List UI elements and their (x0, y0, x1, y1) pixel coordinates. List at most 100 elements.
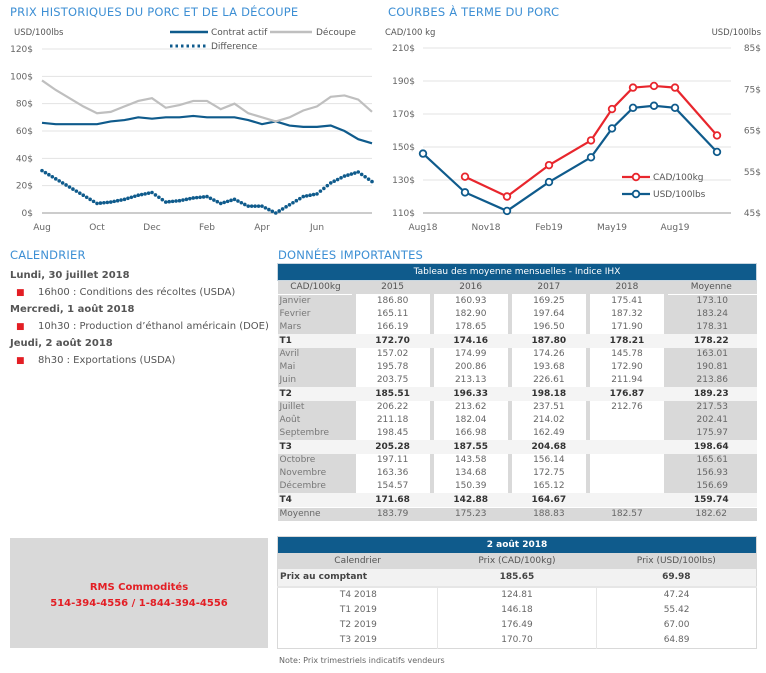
event-text: 10h30 : Production d’éthanol américain (… (38, 321, 269, 332)
y-tick-label: 100$ (10, 72, 33, 82)
table-cell: 134.68 (429, 467, 512, 480)
table-cell: 178.22 (666, 334, 757, 348)
difference-point (287, 203, 292, 207)
table-cell: 237.51 (507, 401, 590, 414)
legend-marker (631, 172, 641, 182)
row-label: T2 (277, 387, 354, 401)
table-cell: T4 2018 (339, 590, 377, 600)
calendar-title: CALENDRIER (10, 248, 86, 262)
table-title: Tableau des moyenne mensuelles - Indice … (277, 263, 757, 281)
table-cell: 195.78 (351, 361, 434, 374)
table-cell (585, 454, 669, 467)
y-axis-label: CAD/100 kg (385, 28, 435, 38)
difference-point (280, 207, 285, 211)
table-cell: 182.04 (429, 414, 512, 427)
difference-point (349, 172, 354, 176)
contrat-actif-line (41, 114, 373, 145)
difference-point (198, 195, 202, 200)
forward-row: T2 2019 176.49 67.00 (278, 618, 757, 633)
table-cell: 187.32 (585, 308, 669, 321)
difference-point (184, 197, 189, 202)
y-tick-label: 170$ (392, 110, 415, 120)
difference-point (366, 177, 371, 181)
month-row: Janvier 186.80 160.93 169.25 175.41 173.10 (277, 294, 757, 308)
table-cell: 198.64 (666, 440, 757, 454)
table-cell: 182.62 (666, 507, 757, 521)
month-row: Fevrier 165.11 182.90 197.64 187.32 183.24 (277, 308, 757, 321)
table-cell: 146.18 (436, 603, 597, 618)
difference-point (239, 200, 244, 205)
difference-point (146, 191, 151, 195)
table-cell (585, 480, 669, 493)
row-label: Septembre (277, 427, 354, 440)
row-label: Août (277, 414, 354, 427)
difference-point (267, 207, 271, 212)
difference-point (298, 196, 302, 201)
x-tick-label: May19 (597, 223, 627, 233)
calendar-date: Lundi, 30 juillet 2018 (10, 270, 130, 281)
monthly-averages-table: Tableau des moyenne mensuelles - Indice … (277, 263, 757, 521)
difference-point (246, 204, 251, 208)
important-data-title: DONNÉES IMPORTANTES (278, 248, 424, 262)
row-label: Avril (277, 348, 354, 361)
table-cell: 197.11 (351, 454, 434, 467)
difference-point (163, 200, 168, 204)
table-cell: 226.61 (507, 374, 590, 387)
y-tick-label: 130$ (392, 176, 415, 186)
table-cell: 204.68 (509, 440, 588, 454)
table-cell: 163.36 (351, 467, 434, 480)
difference-point (157, 195, 161, 200)
difference-point (201, 195, 206, 199)
usd-point (649, 101, 659, 110)
usd-point (628, 103, 638, 113)
cad-point (502, 192, 512, 201)
table-cell: 142.88 (431, 493, 510, 508)
table-cell: 160.93 (429, 294, 512, 308)
bullet-icon: ■ (16, 322, 25, 332)
difference-point (304, 194, 309, 198)
table-cell: 171.90 (585, 321, 669, 334)
difference-point (328, 181, 333, 185)
table-cell: 156.14 (507, 454, 590, 467)
table-cell: 172.75 (507, 467, 590, 480)
difference-point (136, 193, 141, 198)
legend-label: Contrat actif (211, 28, 268, 38)
difference-point (95, 201, 99, 206)
difference-point (325, 183, 330, 188)
calendar-event: ■ 16h00 : Conditions des récoltes (USDA) (16, 287, 270, 298)
difference-point (363, 174, 367, 179)
usd-point (586, 153, 596, 162)
event-text: 16h00 : Conditions des récoltes (USDA) (38, 287, 236, 298)
table-cell: 193.68 (507, 361, 590, 374)
difference-point (277, 209, 281, 213)
column-header: 2015 (353, 280, 432, 295)
table-cell: 185.51 (353, 387, 432, 401)
difference-point (64, 183, 68, 187)
table-cell (585, 427, 669, 440)
table-cell: T2 2019 (339, 620, 377, 630)
column-header: 2018 (587, 280, 666, 295)
difference-point (126, 196, 130, 201)
table-cell: 154.57 (351, 480, 434, 493)
cad-point (544, 160, 554, 170)
difference-point (318, 189, 323, 193)
x-tick-label: Feb19 (535, 223, 563, 233)
difference-point (208, 196, 213, 201)
difference-point (222, 200, 226, 205)
difference-point (273, 211, 278, 215)
y-tick-label: 110$ (392, 209, 415, 219)
x-tick-label: Aug19 (660, 223, 689, 233)
phone-numbers: 514-394-4556 / 1-844-394-4556 (50, 598, 228, 609)
table-cell (587, 440, 666, 454)
table-cell: 165.61 (666, 454, 757, 467)
cad-point (628, 83, 638, 92)
y-tick-label: 120$ (10, 45, 33, 55)
table-cell: 145.78 (585, 348, 669, 361)
table-cell: 176.49 (436, 618, 597, 633)
difference-point (43, 170, 48, 175)
quarter-row: T4 171.68 142.88 164.67 159.74 (277, 493, 757, 508)
table-cell: 188.83 (509, 507, 588, 521)
difference-point (346, 173, 350, 177)
row-label: Moyenne (277, 507, 354, 521)
forward-row: T3 2019 170.70 64.89 (278, 633, 757, 649)
